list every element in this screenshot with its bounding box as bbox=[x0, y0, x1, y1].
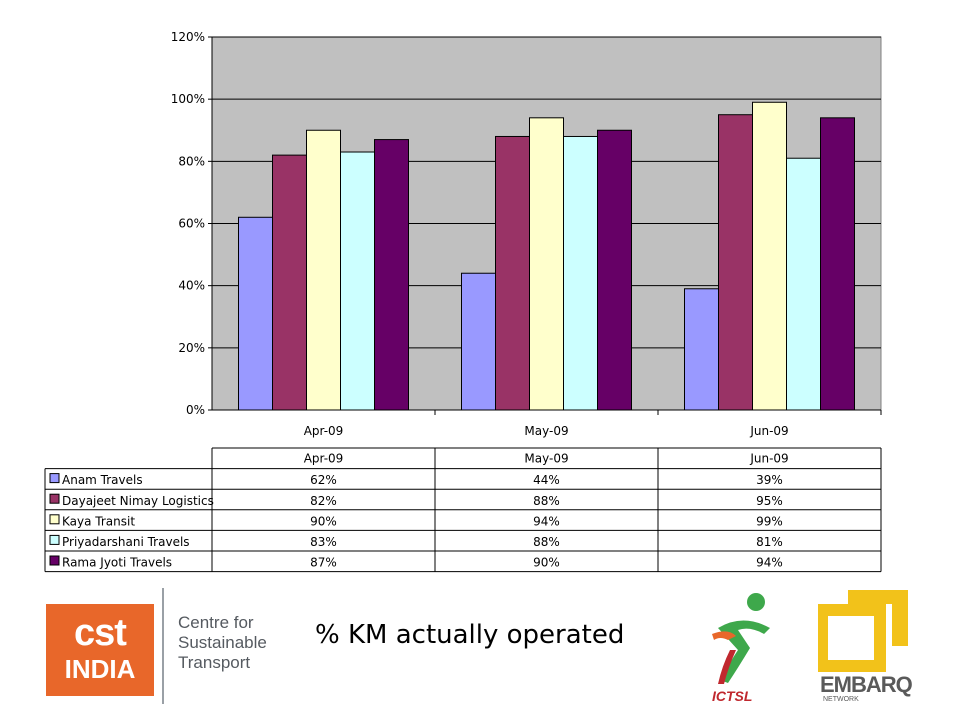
y-tick-label: 20% bbox=[178, 341, 205, 355]
table-value-cell: 88% bbox=[533, 535, 560, 549]
bar bbox=[461, 272, 496, 411]
legend-label: Anam Travels bbox=[62, 473, 143, 487]
legend-label: Dayajeet Nimay Logistics bbox=[62, 494, 214, 508]
y-tick-label: 100% bbox=[171, 92, 205, 106]
table-value-cell: 90% bbox=[533, 556, 560, 570]
x-tick-label: Jun-09 bbox=[749, 424, 788, 438]
cst-india-logo: cst INDIA bbox=[46, 604, 154, 696]
bar bbox=[495, 135, 530, 411]
cst-logo-line2: INDIA bbox=[64, 654, 136, 684]
icts-logo-text: ICTSL bbox=[712, 688, 753, 704]
bar bbox=[563, 135, 598, 411]
bar bbox=[306, 129, 341, 411]
embarq-logo-subtext: NETWORK bbox=[823, 696, 859, 703]
y-tick-label: 0% bbox=[186, 403, 205, 417]
table-header-cell: Jun-09 bbox=[749, 452, 788, 466]
embarq-logo-mark bbox=[818, 590, 908, 672]
table-value-cell: 83% bbox=[310, 535, 337, 549]
table-value-cell: 44% bbox=[533, 473, 560, 487]
bar bbox=[374, 139, 409, 411]
embarq-logo-text: EMBARQ bbox=[820, 672, 913, 697]
legend-label: Rama Jyoti Travels bbox=[62, 556, 172, 570]
cst-logo-text: Centre for Sustainable Transport bbox=[178, 613, 267, 673]
table-value-cell: 87% bbox=[310, 556, 337, 570]
table-value-cell: 94% bbox=[533, 514, 560, 528]
bar bbox=[786, 157, 821, 411]
table-value-cell: 88% bbox=[533, 494, 560, 508]
bar bbox=[272, 154, 307, 411]
x-tick-label: Apr-09 bbox=[304, 424, 344, 438]
bar bbox=[238, 216, 273, 411]
table-header-cell: May-09 bbox=[524, 452, 568, 466]
cst-text-line: Transport bbox=[178, 653, 251, 672]
table-value-cell: 39% bbox=[756, 473, 783, 487]
x-tick-label: May-09 bbox=[524, 424, 568, 438]
legend-label: Kaya Transit bbox=[62, 514, 135, 528]
table-value-cell: 62% bbox=[310, 473, 337, 487]
table-value-cell: 81% bbox=[756, 535, 783, 549]
legend-key bbox=[49, 555, 60, 566]
table-header-cell: Apr-09 bbox=[304, 452, 344, 466]
table-value-cell: 99% bbox=[756, 514, 783, 528]
bar bbox=[597, 129, 632, 411]
legend-label: Priyadarshani Travels bbox=[62, 535, 190, 549]
table-value-cell: 95% bbox=[756, 494, 783, 508]
bar-chart: 0% 20% 40% 60% 80% 100% 120% Apr-09 May-09 Jun-0… bbox=[44, 30, 882, 573]
icts-logo-figure bbox=[712, 593, 770, 684]
legend-key bbox=[49, 493, 60, 504]
y-tick-label: 80% bbox=[178, 154, 205, 168]
y-tick-label: 60% bbox=[178, 217, 205, 231]
cst-text-line: Sustainable bbox=[178, 633, 267, 652]
legend-key bbox=[49, 534, 60, 545]
bar bbox=[340, 151, 375, 411]
bar bbox=[752, 101, 787, 411]
y-tick-label: 120% bbox=[171, 30, 205, 44]
bar bbox=[820, 117, 855, 411]
cst-logo-line1: cst bbox=[74, 612, 127, 654]
table-value-cell: 82% bbox=[310, 494, 337, 508]
legend-key bbox=[49, 514, 60, 525]
table-value-cell: 94% bbox=[756, 556, 783, 570]
y-tick-label: 40% bbox=[178, 279, 205, 293]
logo-divider bbox=[162, 588, 164, 704]
bar bbox=[718, 114, 753, 411]
cst-text-line: Centre for bbox=[178, 613, 254, 632]
bar bbox=[684, 288, 719, 411]
legend-key bbox=[49, 473, 60, 484]
chart-caption: % KM actually operated bbox=[315, 620, 625, 650]
bar bbox=[529, 117, 564, 411]
table-value-cell: 90% bbox=[310, 514, 337, 528]
